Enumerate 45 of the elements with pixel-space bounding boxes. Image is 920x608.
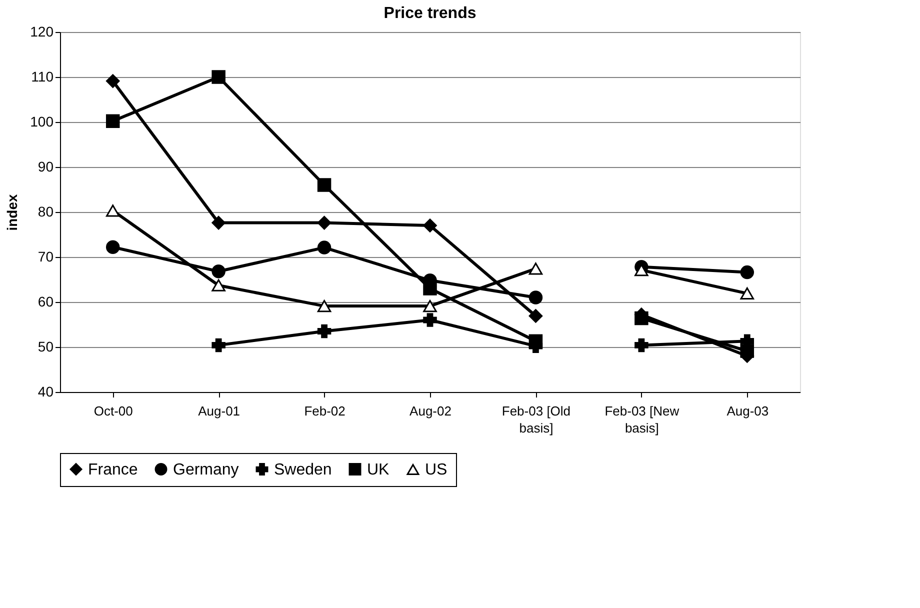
x-tick-label: Feb-02 (304, 404, 346, 418)
point (212, 70, 226, 84)
y-tick-label: 60 (38, 294, 54, 310)
point (423, 218, 437, 232)
point (212, 338, 226, 352)
point (212, 279, 226, 292)
point (106, 114, 120, 128)
point (106, 74, 120, 88)
point (212, 216, 226, 230)
chart-title: Price trends (384, 5, 476, 22)
x-tick-label: Feb-03 [Old basis] (502, 404, 571, 436)
point (317, 240, 332, 254)
y-tick-label: 110 (31, 68, 54, 84)
point (317, 216, 332, 230)
y-axis-title: index (4, 194, 20, 231)
y-tick-label: 90 (38, 158, 54, 174)
y-tick-label: 40 (38, 384, 54, 400)
x-tick-label: Feb-03 [New basis] (604, 404, 680, 436)
x-tick-label: Oct-00 (94, 404, 133, 418)
legend-label: Sweden (274, 461, 332, 478)
y-tick-label: 70 (38, 248, 54, 264)
legend-label: France (88, 461, 138, 478)
y-tick-label: 100 (30, 114, 54, 130)
point (528, 309, 543, 323)
point (528, 262, 543, 275)
point (106, 204, 120, 217)
point (423, 300, 437, 312)
point (106, 240, 120, 254)
legend-label: Germany (173, 461, 239, 478)
legend-label: US (425, 462, 448, 478)
point (317, 300, 332, 312)
x-tick-label: Aug-01 (198, 404, 240, 418)
point (423, 282, 437, 296)
x-tick-label: Aug-03 (726, 404, 769, 418)
y-tick-label: 50 (38, 338, 54, 354)
legend-label: UK (367, 461, 390, 478)
point (423, 313, 437, 327)
x-tick-label: Aug-02 (410, 404, 452, 418)
point (528, 334, 543, 348)
point (317, 178, 332, 192)
y-tick-label: 120 (30, 24, 54, 40)
point (317, 324, 332, 338)
point (528, 290, 543, 304)
y-tick-label: 80 (38, 204, 54, 220)
point (212, 264, 226, 278)
